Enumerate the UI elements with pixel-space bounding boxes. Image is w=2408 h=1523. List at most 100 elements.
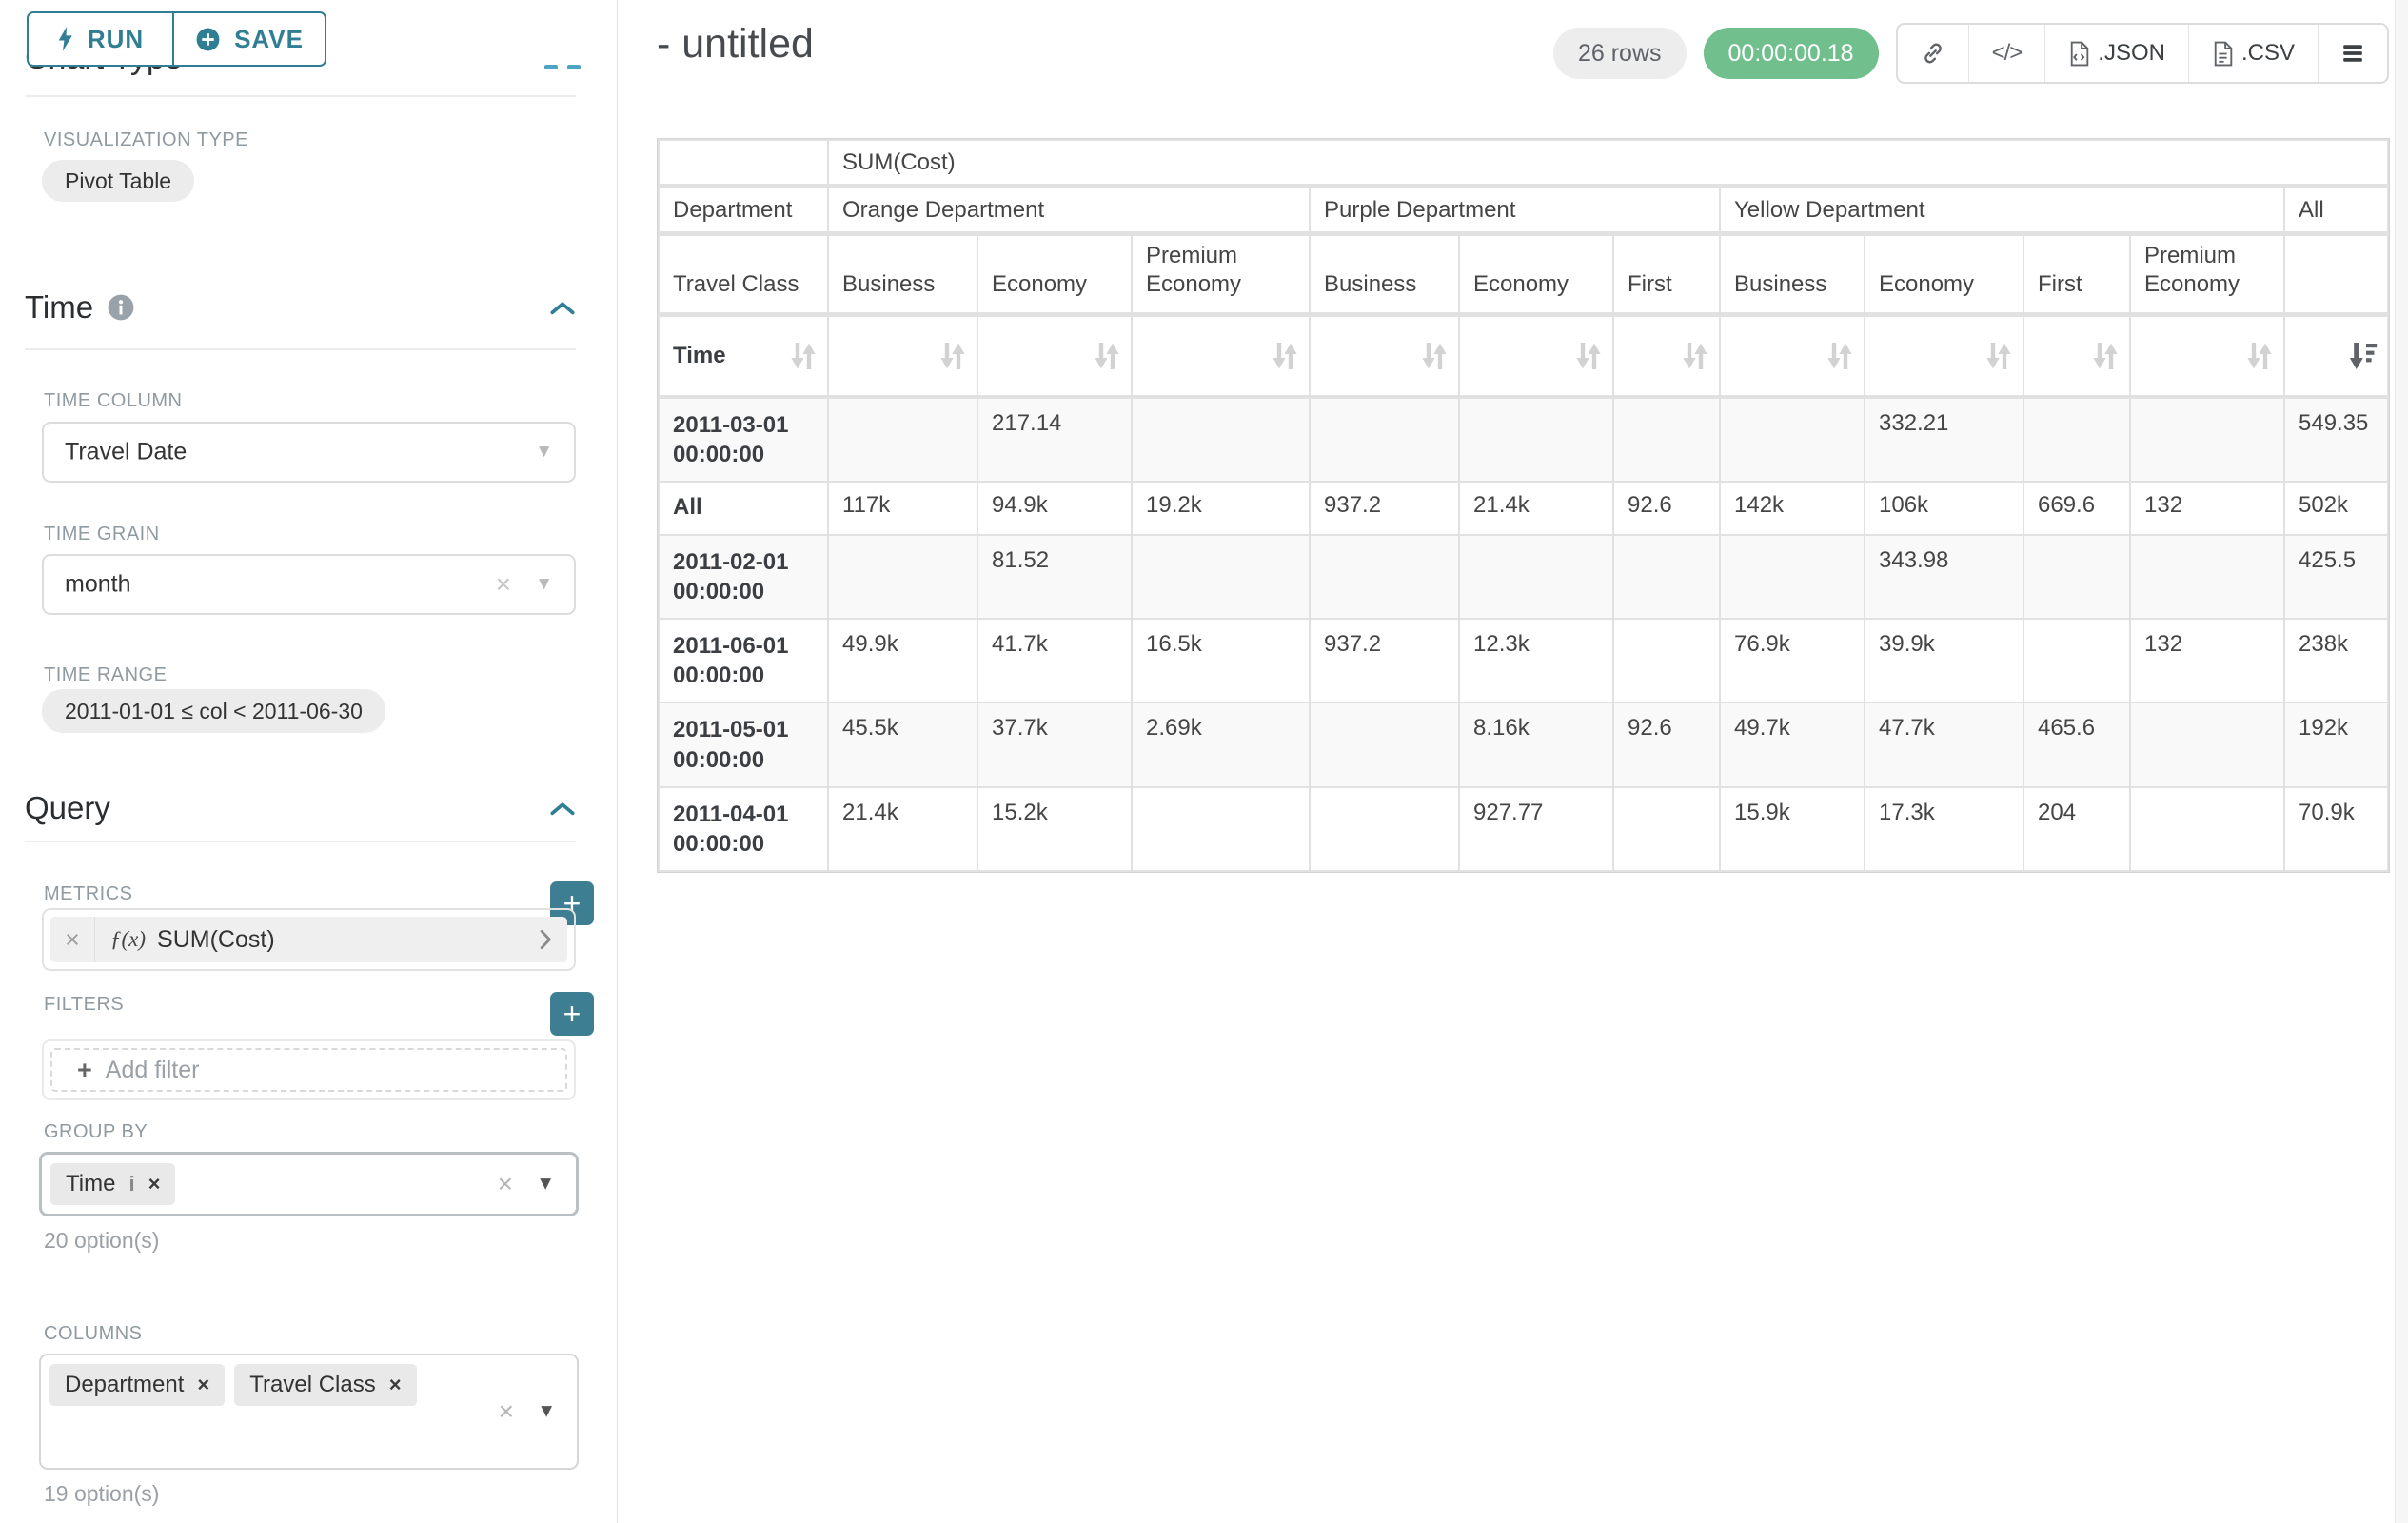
sort-cell[interactable] bbox=[2131, 317, 2283, 397]
share-link-button[interactable] bbox=[1898, 25, 1968, 82]
sort-icon[interactable] bbox=[1420, 340, 1449, 372]
chart-title[interactable]: - untitled bbox=[657, 21, 814, 67]
save-button[interactable]: SAVE bbox=[172, 11, 326, 67]
link-icon bbox=[1924, 43, 1942, 64]
collapse-chevron-icon[interactable] bbox=[550, 301, 575, 315]
value-cell: 81.52 bbox=[978, 535, 1131, 618]
clear-icon[interactable]: × bbox=[497, 1169, 513, 1198]
group-by-select[interactable]: Time i × × ▼ bbox=[39, 1152, 579, 1216]
columns-tag: Travel Class × bbox=[234, 1364, 417, 1406]
value-cell bbox=[1133, 399, 1309, 482]
value-cell: 217.14 bbox=[978, 399, 1131, 482]
sort-icon[interactable] bbox=[1574, 340, 1603, 372]
expand-metric-button[interactable] bbox=[523, 917, 567, 962]
collapse-chevron-icon[interactable] bbox=[550, 801, 575, 816]
value-cell: 142k bbox=[1721, 483, 1864, 534]
sort-icon[interactable] bbox=[1984, 340, 2013, 372]
lightning-icon bbox=[58, 26, 72, 51]
time-range-pill[interactable]: 2011-01-01 ≤ col < 2011-06-30 bbox=[42, 689, 385, 733]
value-cell bbox=[2131, 787, 2283, 871]
column-header: Business bbox=[1721, 236, 1864, 315]
remove-tag-icon[interactable]: × bbox=[197, 1373, 210, 1396]
columns-label: COLUMNS bbox=[44, 1323, 143, 1344]
remove-tag-icon[interactable]: × bbox=[388, 1373, 402, 1396]
value-cell: 37.7k bbox=[978, 703, 1131, 786]
value-cell bbox=[1311, 703, 1458, 786]
sort-cell[interactable] bbox=[1311, 317, 1458, 397]
sort-icon[interactable] bbox=[1093, 340, 1121, 372]
value-cell: 21.4k bbox=[1460, 483, 1612, 534]
add-metric-button[interactable]: + bbox=[550, 881, 594, 925]
clear-icon[interactable]: × bbox=[495, 569, 511, 599]
value-cell bbox=[1311, 535, 1458, 618]
column-header bbox=[2285, 236, 2387, 315]
run-button[interactable]: RUN bbox=[27, 11, 174, 67]
value-cell: 937.2 bbox=[1311, 483, 1458, 534]
value-cell: 39.9k bbox=[1865, 619, 2023, 702]
add-filter-plus-button[interactable]: + bbox=[550, 992, 594, 1036]
value-cell: 927.77 bbox=[1460, 787, 1612, 871]
info-icon[interactable] bbox=[107, 293, 135, 322]
sort-cell[interactable] bbox=[1460, 317, 1612, 397]
remove-metric-icon[interactable]: × bbox=[50, 917, 95, 962]
sort-cell[interactable] bbox=[1133, 317, 1309, 397]
sort-icon[interactable] bbox=[789, 340, 818, 372]
columns-select[interactable]: Department × Travel Class × × ▼ bbox=[39, 1354, 579, 1470]
function-icon: ƒ(x) bbox=[110, 927, 147, 951]
sort-cell[interactable] bbox=[978, 317, 1131, 397]
value-cell bbox=[2024, 399, 2129, 482]
metric-header: SUM(Cost) bbox=[829, 141, 2387, 187]
column-dimension-label: Travel Class bbox=[660, 236, 827, 315]
sort-icon[interactable] bbox=[938, 340, 967, 372]
menu-button[interactable] bbox=[2318, 25, 2387, 82]
clipped-icon bbox=[544, 65, 558, 69]
time-column-select[interactable]: Travel Date ▼ bbox=[42, 422, 576, 483]
column-header: Economy bbox=[978, 236, 1131, 315]
sort-cell[interactable] bbox=[2285, 317, 2387, 397]
time-column-label: TIME COLUMN bbox=[44, 390, 183, 411]
sort-desc-icon[interactable] bbox=[2349, 340, 2378, 372]
value-cell: 204 bbox=[2024, 787, 2129, 871]
export-csv-button[interactable]: .CSV bbox=[2187, 25, 2318, 82]
value-cell bbox=[1614, 399, 1719, 482]
row-dimension-cell[interactable]: Time bbox=[660, 317, 827, 397]
value-cell bbox=[1311, 787, 1458, 871]
chevron-down-icon: ▼ bbox=[535, 574, 553, 594]
viz-type-pill[interactable]: Pivot Table bbox=[42, 160, 195, 202]
sort-icon[interactable] bbox=[2091, 340, 2120, 372]
sort-cell[interactable] bbox=[1614, 317, 1719, 397]
value-cell bbox=[1133, 535, 1309, 618]
value-cell bbox=[2131, 399, 2283, 482]
group-by-hint: 20 option(s) bbox=[44, 1228, 160, 1253]
sort-cell[interactable] bbox=[1865, 317, 2023, 397]
scrollbar[interactable] bbox=[2395, 0, 2408, 1523]
value-cell bbox=[829, 399, 977, 482]
sort-icon[interactable] bbox=[1271, 340, 1299, 372]
sort-cell[interactable] bbox=[829, 317, 977, 397]
value-cell: 117k bbox=[829, 483, 977, 534]
table-row: 2011-05-01 00:00:00 45.5k 37.7k 2.69k 8.16k 9… bbox=[660, 703, 2387, 786]
sort-icon[interactable] bbox=[1681, 340, 1709, 372]
sort-cell[interactable] bbox=[1721, 317, 1864, 397]
time-grain-select[interactable]: month × ▼ bbox=[42, 554, 576, 615]
sort-icon[interactable] bbox=[2245, 340, 2274, 372]
clear-icon[interactable]: × bbox=[498, 1396, 514, 1426]
value-cell: 8.16k bbox=[1460, 703, 1612, 786]
filters-box: + Add filter bbox=[42, 1039, 576, 1100]
sort-cell[interactable] bbox=[2024, 317, 2129, 397]
export-json-button[interactable]: .JSON bbox=[2044, 25, 2188, 82]
metric-item[interactable]: × ƒ(x) SUM(Cost) bbox=[50, 917, 567, 962]
metrics-box: × ƒ(x) SUM(Cost) bbox=[42, 908, 576, 971]
value-cell: 106k bbox=[1865, 483, 2023, 534]
embed-code-button[interactable]: </> bbox=[1967, 25, 2045, 82]
column-header: Business bbox=[829, 236, 977, 315]
sort-icon[interactable] bbox=[1826, 340, 1854, 372]
row-label: 2011-02-01 00:00:00 bbox=[660, 535, 827, 618]
value-cell: 47.7k bbox=[1865, 703, 2023, 786]
value-cell: 19.2k bbox=[1133, 483, 1309, 534]
column-group-header: Orange Department bbox=[829, 188, 1309, 234]
column-group-header: Yellow Department bbox=[1721, 188, 2283, 234]
add-filter-button[interactable]: + Add filter bbox=[50, 1048, 567, 1092]
value-cell bbox=[1721, 399, 1864, 482]
remove-tag-icon[interactable]: × bbox=[148, 1172, 161, 1196]
